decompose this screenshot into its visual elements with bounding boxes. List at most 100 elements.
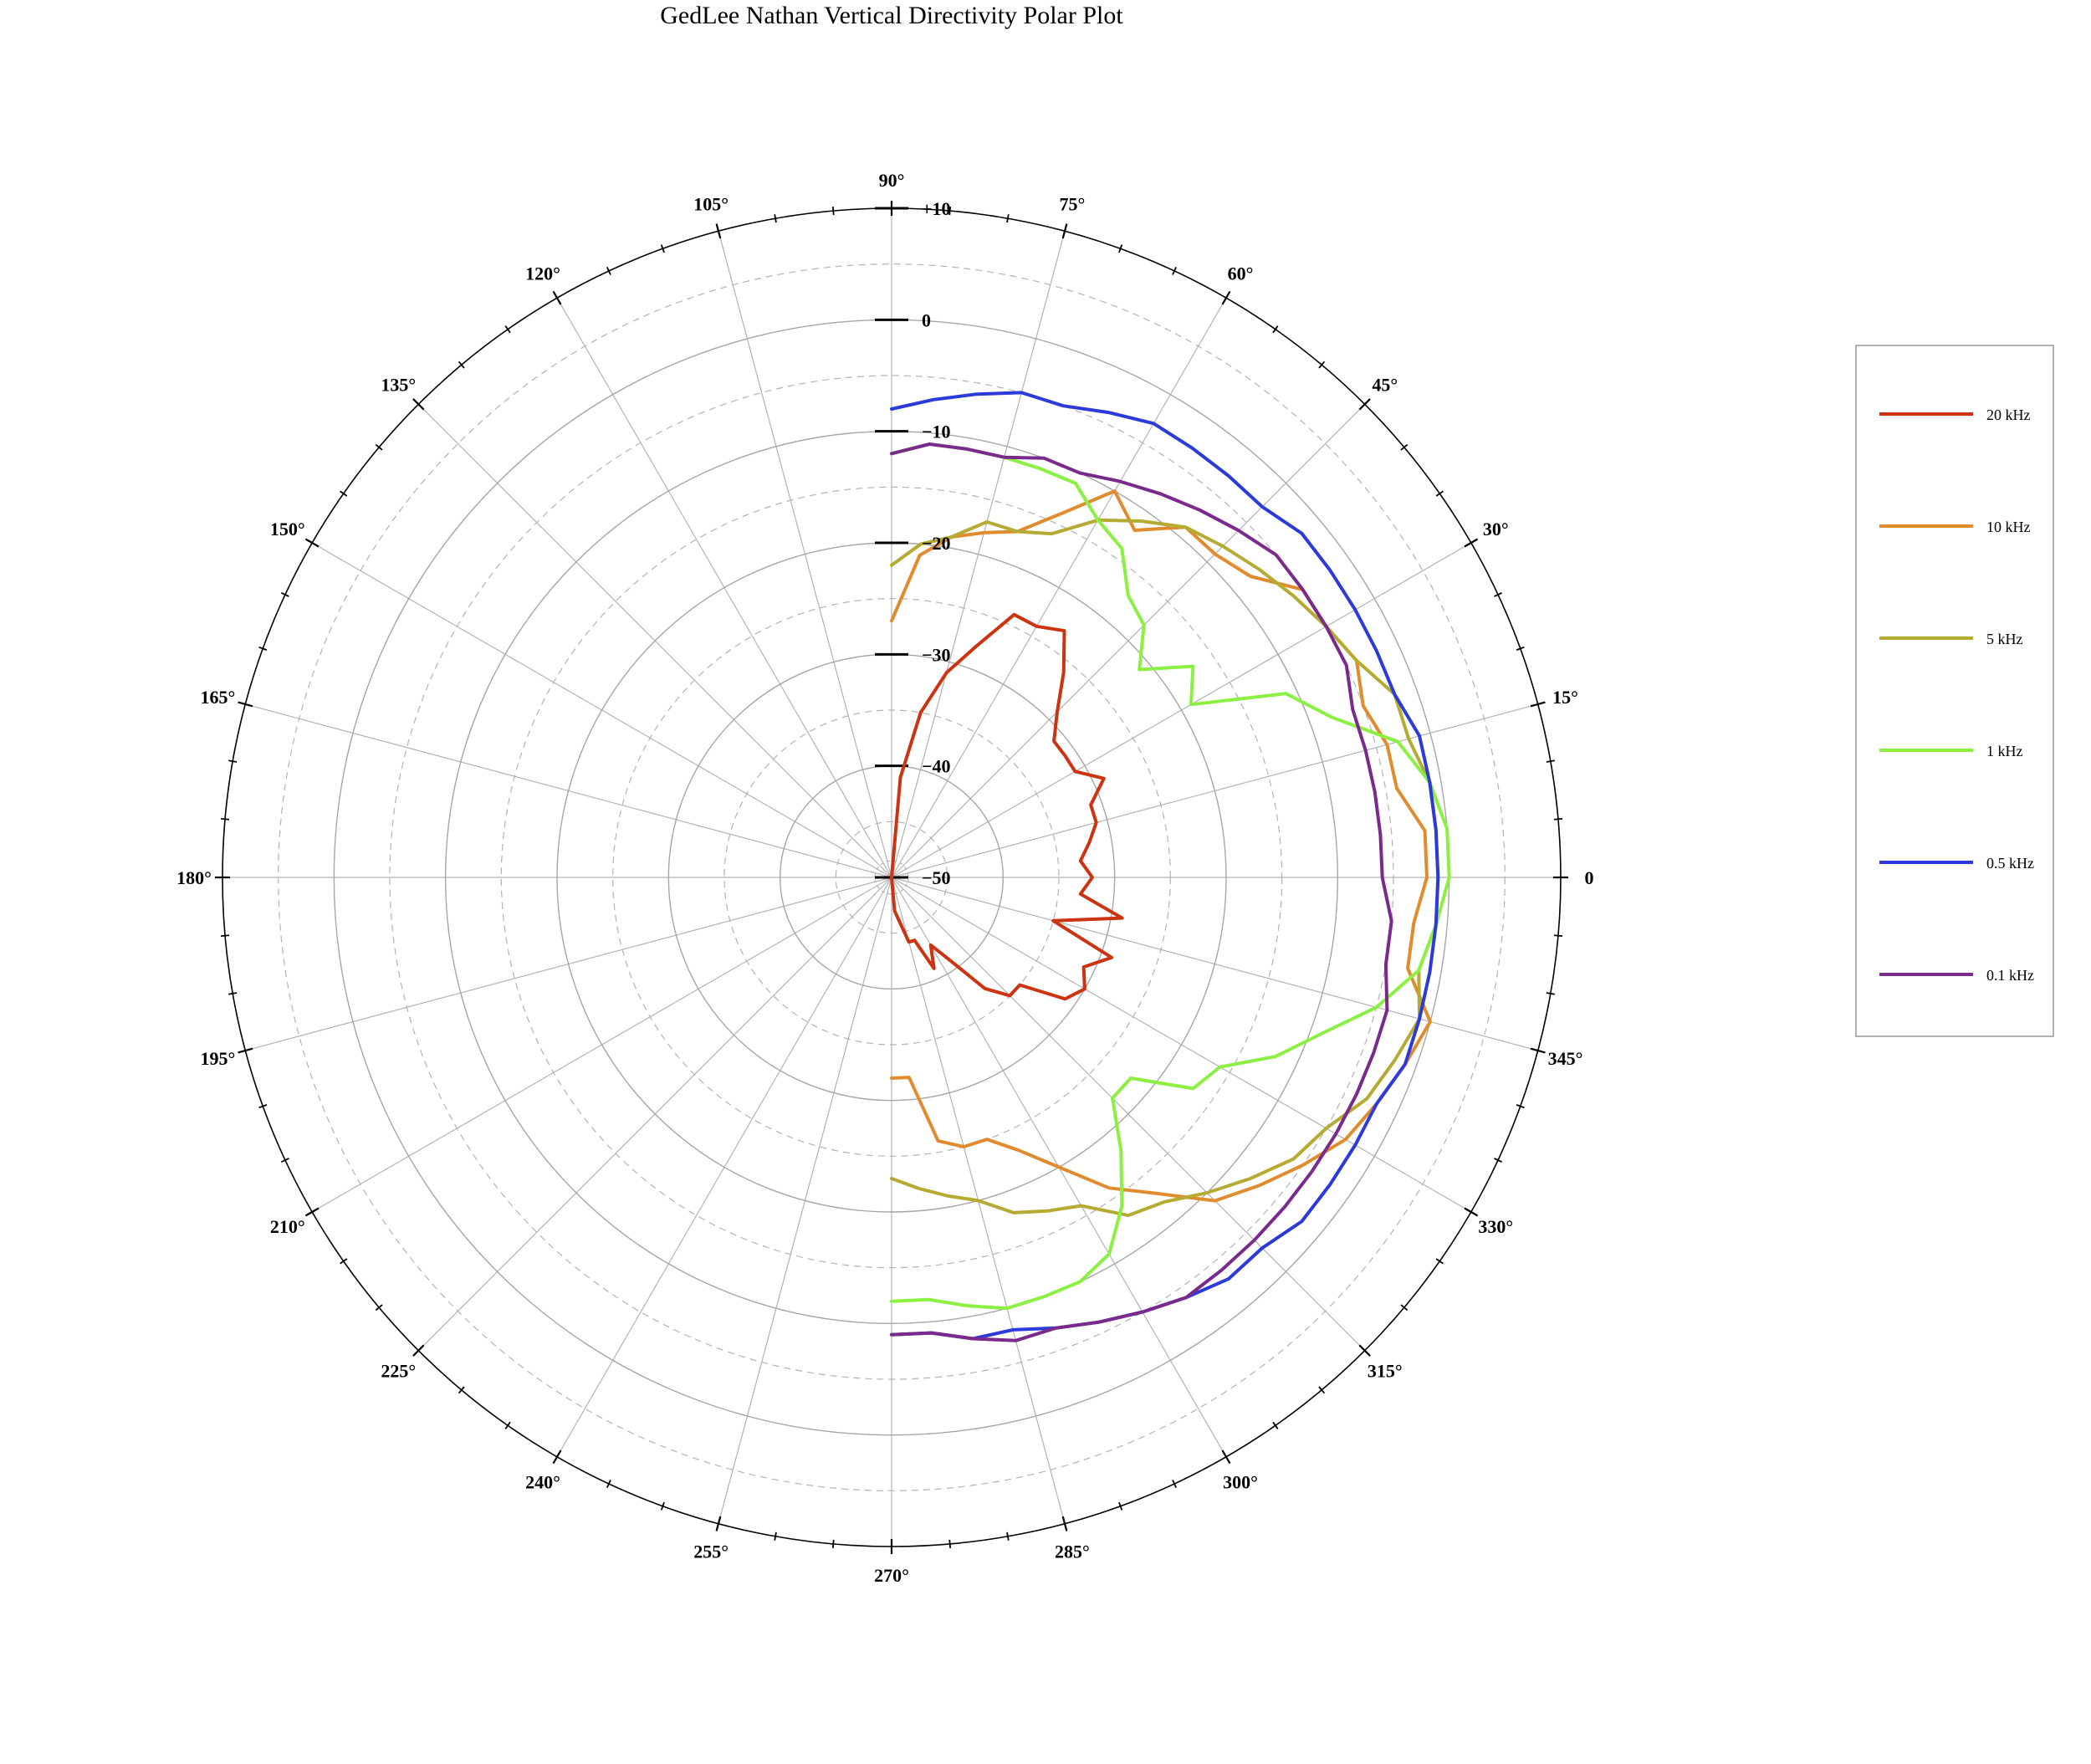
angle-major-tick <box>1530 1047 1546 1054</box>
minor-ring <box>835 821 948 934</box>
axis-labels: +10 0 −10 −20 −30 −40 −50 0 15° 30° 45° 60° 75° 90° 10… <box>176 170 1593 1586</box>
series-line <box>890 442 1393 1342</box>
angle-minor-tick <box>375 1304 383 1311</box>
angle-minor-tick <box>1435 1258 1444 1265</box>
radial-tick-label: −40 <box>922 756 951 777</box>
angle-minor-tick <box>831 1539 835 1549</box>
legend-label: 0.1 kHz <box>1986 967 2034 984</box>
radial-tick-label: 0 <box>922 309 931 330</box>
angle-label: 225° <box>381 1361 416 1382</box>
angle-minor-tick <box>948 1539 952 1549</box>
legend-label: 10 kHz <box>1986 519 2031 535</box>
angle-minor-tick <box>504 325 511 334</box>
angle-minor-tick <box>258 1104 268 1109</box>
angle-minor-tick <box>1006 214 1010 223</box>
angle-minor-tick <box>1553 817 1563 821</box>
series-line <box>890 612 1124 1001</box>
angle-minor-tick <box>1118 1501 1123 1511</box>
minor-ring <box>723 709 1060 1046</box>
angle-minor-tick <box>504 1421 511 1429</box>
angle-minor-tick <box>281 1158 289 1163</box>
radial-tick-label: −10 <box>922 422 951 442</box>
angle-major-tick <box>412 398 425 411</box>
angle-minor-tick <box>606 1480 611 1488</box>
angle-minor-tick <box>1400 1304 1408 1311</box>
radial-tick-label: +10 <box>922 198 951 219</box>
angle-major-tick <box>1061 223 1068 239</box>
angle-minor-tick <box>774 214 777 223</box>
angle-label: 345° <box>1548 1048 1583 1069</box>
angle-minor-tick <box>1318 1386 1326 1394</box>
angle-minor-tick <box>1006 1531 1010 1541</box>
angle-major-tick <box>715 223 722 239</box>
radial-tick-label: −50 <box>922 867 951 888</box>
angle-minor-tick <box>1318 360 1326 369</box>
angle-label: 150° <box>270 519 305 539</box>
angle-minor-tick <box>220 934 230 938</box>
angle-minor-tick <box>1516 646 1525 651</box>
minor-ring <box>612 598 1171 1157</box>
angle-minor-tick <box>660 1501 665 1511</box>
angle-minor-tick <box>774 1531 777 1541</box>
series-line <box>890 489 1432 1203</box>
angle-minor-tick <box>606 267 611 275</box>
angle-label: 135° <box>381 374 416 395</box>
angle-minor-tick <box>228 759 238 763</box>
angle-minor-tick <box>220 817 230 821</box>
angle-minor-tick <box>1172 1480 1178 1488</box>
minor-ring <box>500 486 1283 1269</box>
angle-label: 285° <box>1055 1542 1090 1562</box>
angle-label: 195° <box>201 1048 236 1069</box>
angle-minor-tick <box>1553 934 1563 938</box>
angle-minor-tick <box>660 244 665 253</box>
angle-major-tick <box>1221 1450 1231 1465</box>
angle-minor-tick <box>1172 267 1178 275</box>
angle-major-tick <box>304 1207 320 1217</box>
angle-minor-tick <box>375 443 383 451</box>
angle-minor-tick <box>340 1258 348 1265</box>
angle-minor-tick <box>831 206 835 216</box>
chart-title: GedLee Nathan Vertical Directivity Polar… <box>660 2 1123 29</box>
angle-major-tick <box>1464 1207 1479 1217</box>
angle-label: 120° <box>525 263 560 284</box>
minor-ring <box>389 375 1394 1380</box>
angle-label: 75° <box>1059 193 1085 214</box>
angle-major-tick <box>1464 538 1479 548</box>
angle-minor-tick <box>228 992 238 995</box>
angle-minor-tick <box>458 360 465 369</box>
radial-tick-label: −30 <box>922 644 951 665</box>
angle-label: 15° <box>1552 687 1578 708</box>
angle-minor-tick <box>1494 591 1502 597</box>
angle-label: 105° <box>693 193 729 214</box>
legend: 20 kHz 10 kHz 5 kHz 1 kHz 0.5 kHz 0.1 kHz <box>1855 345 2054 1037</box>
series-line <box>890 518 1440 1218</box>
angle-label: 255° <box>693 1542 729 1562</box>
angle-minor-tick <box>948 206 952 216</box>
angle-label: 315° <box>1368 1361 1403 1382</box>
angle-minor-tick <box>281 591 289 597</box>
angle-label: 165° <box>201 687 236 708</box>
angle-label: 60° <box>1228 263 1254 284</box>
angle-minor-tick <box>258 646 268 651</box>
angle-minor-tick <box>1118 244 1123 253</box>
series-lines <box>890 391 1451 1342</box>
angle-major-tick <box>1221 290 1231 305</box>
legend-label: 0.5 kHz <box>1986 855 2034 872</box>
angle-minor-tick <box>1494 1158 1502 1163</box>
angle-label: 180° <box>176 867 212 888</box>
angle-minor-tick <box>458 1386 465 1394</box>
angle-minor-tick <box>1435 490 1444 497</box>
legend-label: 5 kHz <box>1986 631 2023 647</box>
angle-minor-tick <box>340 490 348 497</box>
angle-major-tick <box>304 538 320 548</box>
angle-label: 0 <box>1585 867 1594 888</box>
angle-major-tick <box>1358 1344 1371 1357</box>
angle-major-tick <box>1061 1516 1068 1531</box>
angle-major-tick <box>238 1047 253 1054</box>
angle-minor-tick <box>1272 325 1279 334</box>
angle-major-tick <box>552 1450 562 1465</box>
angle-label: 210° <box>270 1216 305 1237</box>
angle-minor-tick <box>1272 1421 1279 1429</box>
angle-minor-tick <box>1546 759 1555 763</box>
